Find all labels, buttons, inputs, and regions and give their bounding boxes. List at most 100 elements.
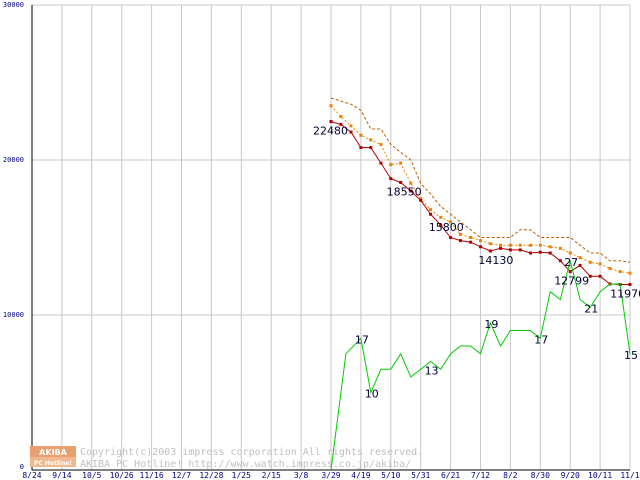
min-price-marker xyxy=(499,246,503,250)
site-url-line: AKIBA PC Hotline! http://www.watch.impre… xyxy=(80,459,411,470)
x-tick-label: 3/8 xyxy=(294,471,309,480)
min-price-marker xyxy=(359,146,363,150)
min-price-marker xyxy=(568,270,572,274)
average-price-marker xyxy=(439,215,443,219)
y-tick-label: 20000 xyxy=(3,156,24,164)
average-price-marker xyxy=(499,243,503,247)
average-price-marker xyxy=(578,256,582,260)
average-price-marker xyxy=(379,143,383,146)
min-price-marker xyxy=(508,248,512,252)
x-axis-ticks: 8/24 9/14 10/5 10/26 11/16 12/7 12/28 1/25 2/15 3… xyxy=(22,471,639,480)
max-price-line xyxy=(330,97,631,263)
min-price-marker xyxy=(399,180,403,184)
average-price-marker xyxy=(419,197,423,201)
x-tick-label: 9/20 xyxy=(561,471,580,480)
y-axis-ticks: 0 10000 20000 30000 xyxy=(3,1,24,471)
average-price-marker xyxy=(518,243,522,247)
copyright-watermark: AKIBA PC Hotline! Copyright(c)2003 impre… xyxy=(30,446,423,470)
min-price-marker xyxy=(458,239,462,243)
price-data-label: 12799 xyxy=(554,275,589,288)
data-labels: 22480 18550 15800 14130 12799 11970 17 10 13 19 17… xyxy=(313,125,640,401)
badge-bottom-text: PC Hotline! xyxy=(34,460,72,467)
min-price-marker xyxy=(409,189,413,193)
x-tick-label: 10/5 xyxy=(82,471,101,480)
x-tick-label: 6/21 xyxy=(441,471,460,480)
x-tick-label: 8/24 xyxy=(22,471,41,480)
y-tick-label: 0 xyxy=(20,463,24,471)
average-price-marker xyxy=(618,270,622,274)
average-price-marker xyxy=(479,239,482,243)
count-data-label: 27 xyxy=(564,256,578,269)
badge-top-text: AKIBA xyxy=(39,448,67,457)
x-tick-label: 4/19 xyxy=(351,471,370,480)
average-price-marker xyxy=(469,236,473,239)
average-price-marker xyxy=(598,262,602,266)
average-price-marker xyxy=(558,246,562,250)
shop-count-line xyxy=(330,260,631,471)
min-price-marker xyxy=(439,223,443,227)
count-data-label: 13 xyxy=(425,364,439,377)
average-price-marker xyxy=(458,232,462,236)
average-price-marker xyxy=(339,115,343,119)
x-tick-label: 5/10 xyxy=(381,471,400,480)
price-data-label: 15800 xyxy=(429,221,464,234)
average-price-marker xyxy=(538,243,542,247)
x-tick-label: 8/2 xyxy=(503,471,518,480)
x-tick-label: 11/1 xyxy=(620,471,639,480)
min-price-marker xyxy=(538,250,542,254)
x-tick-label: 8/30 xyxy=(531,471,550,480)
average-price-marker xyxy=(349,124,353,128)
count-data-label: 17 xyxy=(534,333,548,346)
average-price-marker xyxy=(548,245,552,249)
average-price-marker xyxy=(588,260,592,264)
min-price-marker xyxy=(429,212,433,216)
min-price-marker xyxy=(369,146,373,150)
count-data-label: 10 xyxy=(365,388,379,401)
price-data-label: 18550 xyxy=(387,185,422,198)
min-price-marker xyxy=(578,263,582,267)
copyright-line: Copyright(c)2003 impress corporation All… xyxy=(80,447,423,458)
min-price-marker xyxy=(518,248,522,252)
average-price-marker xyxy=(409,181,413,185)
x-tick-label: 9/14 xyxy=(52,471,71,480)
average-price-marker xyxy=(429,208,433,212)
min-price-marker xyxy=(329,120,333,124)
x-tick-label: 10/11 xyxy=(588,471,612,480)
count-data-label: 19 xyxy=(484,318,498,331)
min-price-marker xyxy=(628,282,632,286)
average-price-marker xyxy=(359,133,363,137)
price-data-label: 11970 xyxy=(610,287,640,300)
average-price-marker xyxy=(449,220,453,224)
x-tick-label: 11/16 xyxy=(140,471,164,480)
average-price-marker xyxy=(389,163,393,167)
price-data-label: 14130 xyxy=(478,254,513,267)
average-price-marker xyxy=(508,243,512,247)
min-price-marker xyxy=(479,245,482,249)
average-price-marker xyxy=(488,242,492,246)
min-price-marker xyxy=(419,198,423,202)
series-lines xyxy=(329,97,632,471)
average-price-marker xyxy=(399,161,403,165)
min-price-marker xyxy=(598,274,602,278)
price-data-label: 22480 xyxy=(313,125,348,138)
y-tick-label: 30000 xyxy=(3,1,24,9)
x-tick-label: 10/26 xyxy=(110,471,134,480)
gridlines xyxy=(31,4,631,471)
x-tick-label: 1/25 xyxy=(232,471,251,480)
min-price-marker xyxy=(548,251,552,255)
average-price-marker xyxy=(329,104,333,108)
average-price-marker xyxy=(628,271,632,275)
x-tick-label: 12/28 xyxy=(199,471,223,480)
min-price-marker xyxy=(389,177,393,181)
average-price-marker xyxy=(369,138,373,142)
min-price-marker xyxy=(588,274,592,278)
count-data-label: 15 xyxy=(624,349,638,362)
min-price-marker xyxy=(558,259,562,263)
x-tick-label: 5/31 xyxy=(411,471,430,480)
x-tick-label: 12/7 xyxy=(172,471,191,480)
y-tick-label: 10000 xyxy=(3,311,24,319)
min-price-marker xyxy=(339,122,343,126)
min-price-marker xyxy=(469,240,473,244)
